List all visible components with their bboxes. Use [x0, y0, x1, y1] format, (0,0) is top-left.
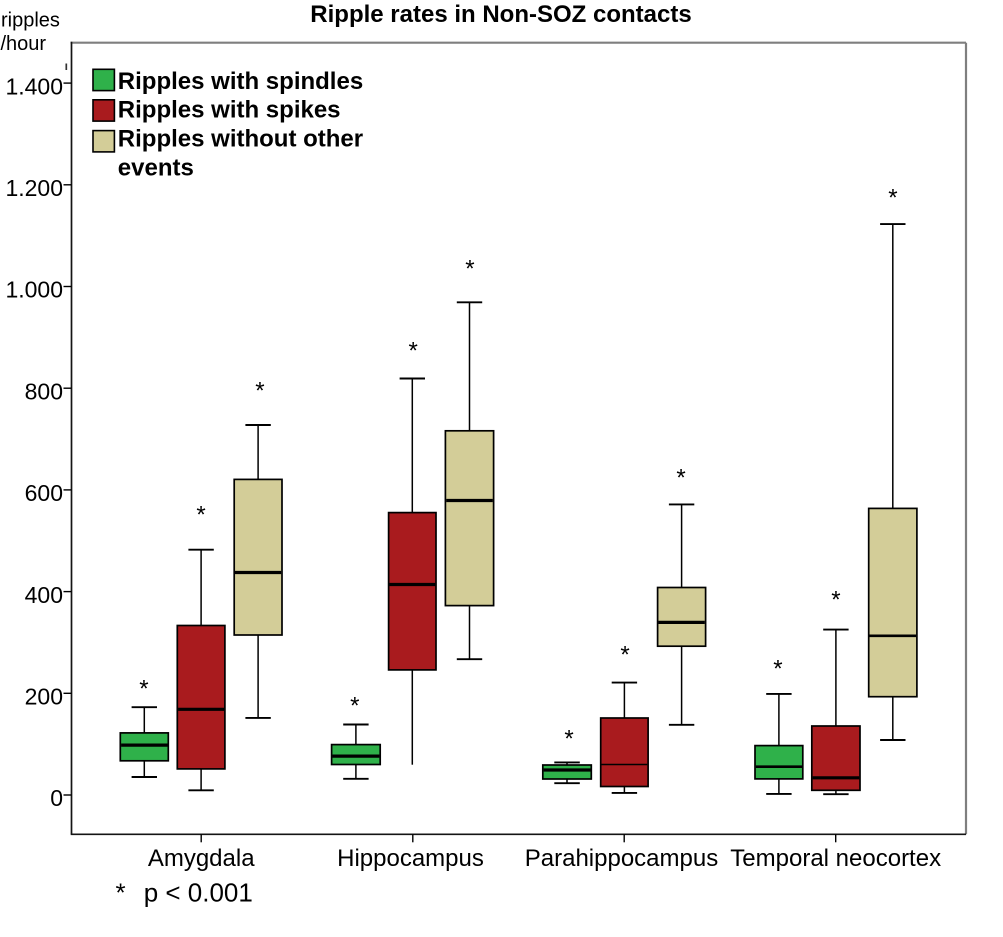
svg-text:*: *: [116, 877, 126, 907]
svg-text:800: 800: [25, 378, 63, 404]
svg-text:*: *: [409, 338, 418, 365]
svg-text:*: *: [676, 465, 685, 492]
svg-text:1.200: 1.200: [5, 175, 63, 201]
svg-text:200: 200: [25, 684, 63, 710]
svg-text:Parahippocampus: Parahippocampus: [525, 845, 718, 872]
svg-text:*: *: [350, 693, 359, 720]
svg-text:Hippocampus: Hippocampus: [337, 845, 484, 872]
svg-text:0: 0: [50, 785, 63, 811]
svg-text:600: 600: [25, 480, 63, 506]
svg-text:events: events: [118, 154, 194, 181]
svg-text:Temporal neocortex: Temporal neocortex: [730, 845, 941, 872]
svg-text:*: *: [139, 676, 148, 703]
svg-text:/hour: /hour: [1, 33, 47, 55]
svg-text:p < 0.001: p < 0.001: [144, 877, 253, 907]
svg-text:Amygdala: Amygdala: [148, 845, 255, 872]
svg-text:*: *: [465, 256, 474, 283]
svg-text:Ripples with spindles: Ripples with spindles: [118, 68, 363, 95]
svg-text:*: *: [888, 185, 897, 212]
svg-text:Ripples with spikes: Ripples with spikes: [118, 97, 341, 124]
svg-text:*: *: [620, 642, 629, 669]
svg-text:*: *: [773, 656, 782, 683]
svg-text:Ripple rates in Non-SOZ contac: Ripple rates in Non-SOZ contacts: [310, 1, 691, 28]
svg-text:ripples: ripples: [1, 9, 60, 31]
svg-text:*: *: [831, 587, 840, 614]
svg-text:*: *: [564, 726, 573, 753]
svg-text:1.400: 1.400: [5, 73, 63, 99]
svg-text:400: 400: [25, 582, 63, 608]
svg-text:Ripples without other: Ripples without other: [118, 126, 363, 153]
svg-text:*: *: [255, 378, 264, 405]
svg-text:1.000: 1.000: [5, 277, 63, 303]
svg-text:*: *: [196, 502, 205, 529]
